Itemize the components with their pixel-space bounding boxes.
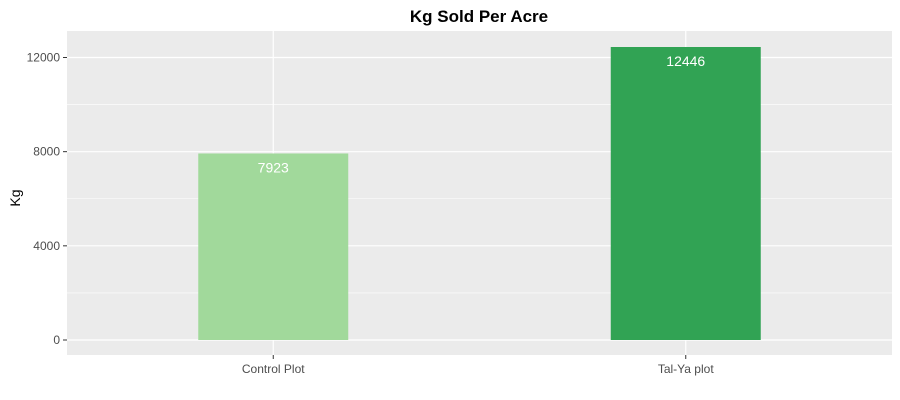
x-tick-label: Tal-Ya plot xyxy=(658,362,714,376)
chart-title: Kg Sold Per Acre xyxy=(410,7,548,26)
x-axis: Control Plot Tal-Ya plot xyxy=(242,355,714,376)
y-tick-label: 8000 xyxy=(33,145,60,159)
y-axis: 0 4000 8000 12000 xyxy=(27,50,67,347)
plot-panel xyxy=(67,31,892,355)
x-tick-label: Control Plot xyxy=(242,362,305,376)
y-tick-label: 0 xyxy=(53,333,60,347)
y-axis-label: Kg xyxy=(7,189,23,206)
bars xyxy=(198,47,761,340)
y-tick-label: 12000 xyxy=(27,50,61,64)
bar-data-label: 12446 xyxy=(666,53,705,69)
bar-data-label: 7923 xyxy=(258,159,289,175)
y-tick-label: 4000 xyxy=(33,239,60,253)
bar xyxy=(610,47,761,340)
bar-labels: 7923 12446 xyxy=(258,53,706,175)
bar xyxy=(198,153,349,340)
